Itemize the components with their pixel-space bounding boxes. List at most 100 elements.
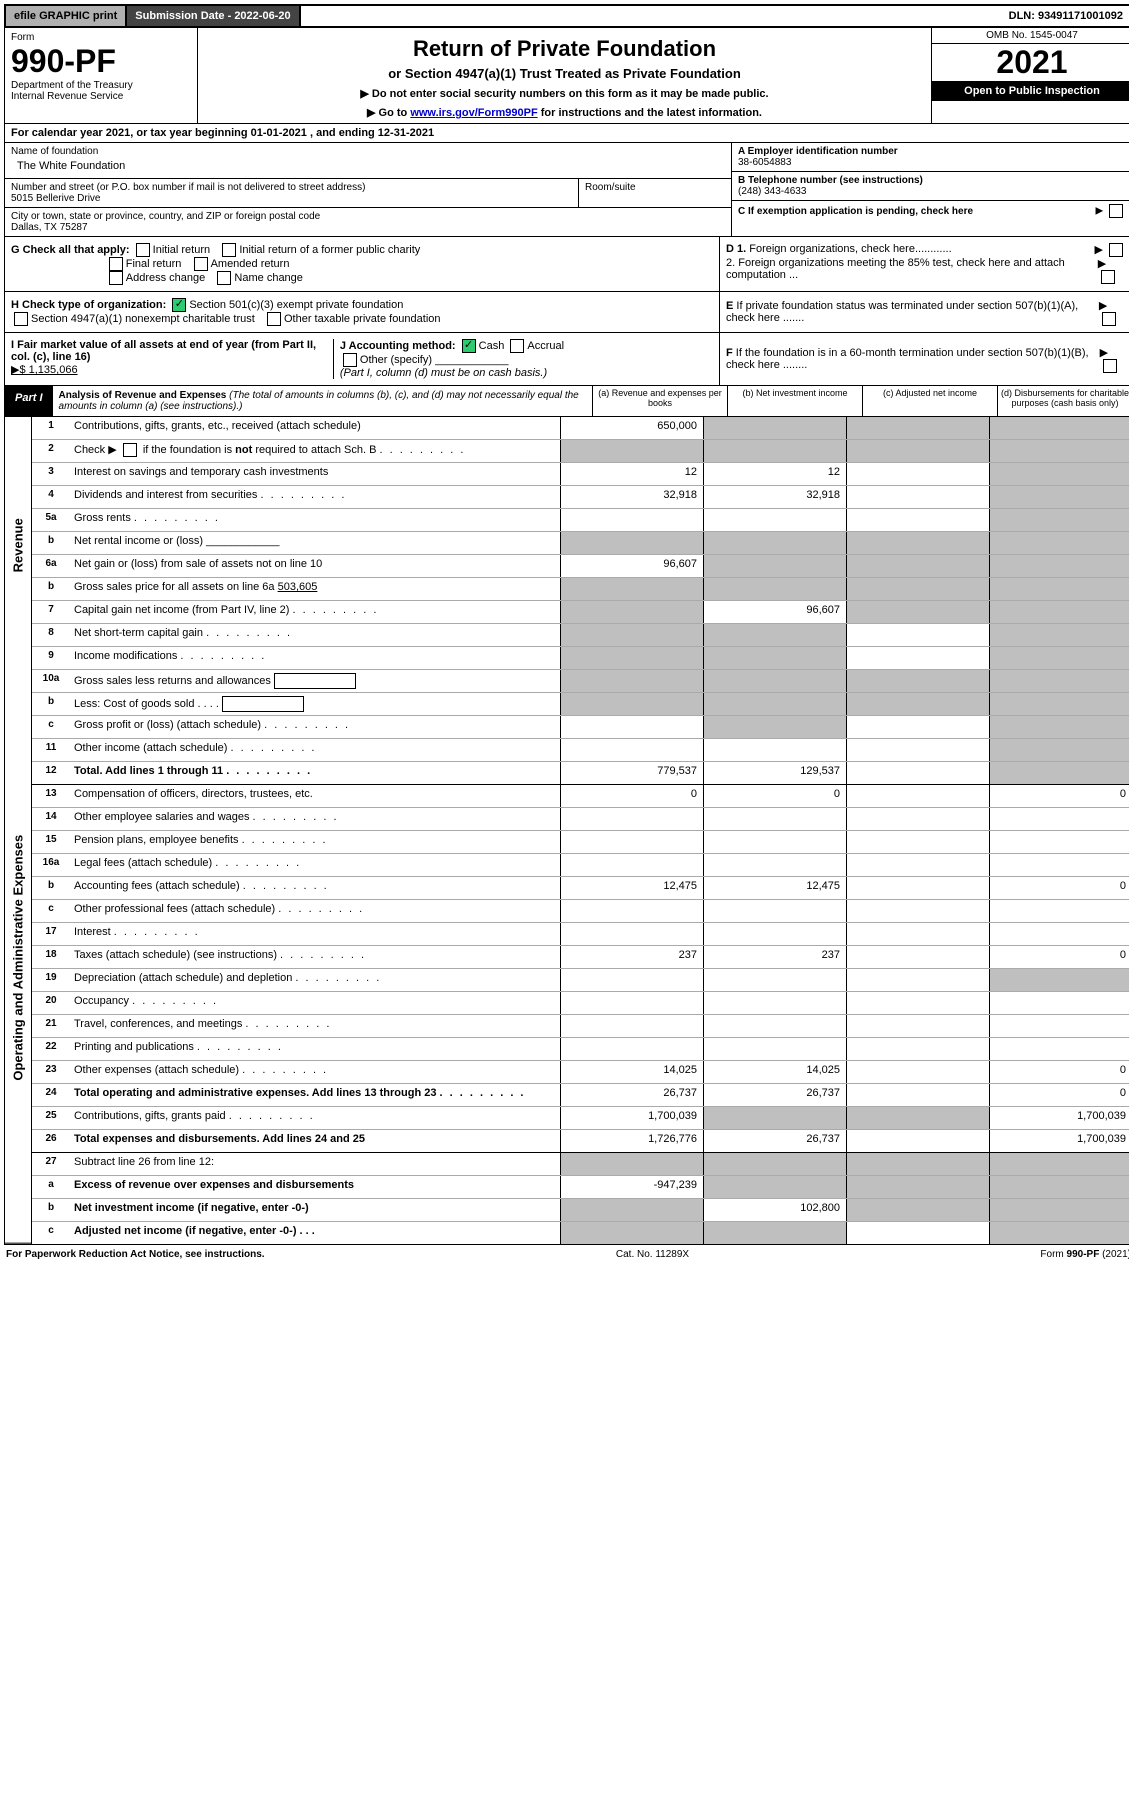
f-checkbox[interactable] xyxy=(1103,359,1117,373)
initial-return-checkbox[interactable] xyxy=(136,243,150,257)
line-3: 3Interest on savings and temporary cash … xyxy=(32,463,1129,486)
line-19: 19Depreciation (attach schedule) and dep… xyxy=(32,969,1129,992)
open-public-badge: Open to Public Inspection xyxy=(932,81,1129,101)
footer-mid: Cat. No. 11289X xyxy=(616,1249,689,1260)
e-label: If private foundation status was termina… xyxy=(726,300,1078,324)
line-5a: 5aGross rents xyxy=(32,509,1129,532)
line-4: 4Dividends and interest from securities … xyxy=(32,486,1129,509)
g3-label: Final return xyxy=(126,258,182,270)
c-label: C If exemption application is pending, c… xyxy=(738,206,973,217)
ein-value: 38-6054883 xyxy=(738,157,1126,168)
line-16b: bAccounting fees (attach schedule) 12,47… xyxy=(32,877,1129,900)
final-return-checkbox[interactable] xyxy=(109,257,123,271)
cash-checkbox[interactable] xyxy=(462,339,476,353)
part-1-label: Part I xyxy=(5,386,53,416)
form-title: Return of Private Foundation xyxy=(202,36,927,62)
line-27c: cAdjusted net income (if negative, enter… xyxy=(32,1222,1129,1244)
form-header: Form 990-PF Department of the Treasury I… xyxy=(4,28,1129,124)
h-e-row: H Check type of organization: Section 50… xyxy=(4,292,1129,333)
form-label: Form xyxy=(11,32,191,43)
j3-label: Other (specify) xyxy=(360,354,432,366)
g5-label: Address change xyxy=(126,272,206,284)
line-16c: cOther professional fees (attach schedul… xyxy=(32,900,1129,923)
line-18: 18Taxes (attach schedule) (see instructi… xyxy=(32,946,1129,969)
name-change-checkbox[interactable] xyxy=(217,271,231,285)
j2-label: Accrual xyxy=(527,340,564,352)
line-20: 20Occupancy xyxy=(32,992,1129,1015)
footer: For Paperwork Reduction Act Notice, see … xyxy=(4,1245,1129,1264)
col-a-head: (a) Revenue and expenses per books xyxy=(592,386,727,416)
line-5b: bNet rental income or (loss) ___________… xyxy=(32,532,1129,555)
line-8: 8Net short-term capital gain xyxy=(32,624,1129,647)
g2-label: Initial return of a former public charit… xyxy=(239,244,420,256)
j1-label: Cash xyxy=(479,340,505,352)
501c3-checkbox[interactable] xyxy=(172,298,186,312)
department: Department of the Treasury xyxy=(11,80,191,91)
form-subtitle: or Section 4947(a)(1) Trust Treated as P… xyxy=(202,66,927,81)
name-label: Name of foundation xyxy=(11,146,725,157)
col-b-head: (b) Net investment income xyxy=(727,386,862,416)
line-10a: 10aGross sales less returns and allowanc… xyxy=(32,670,1129,693)
d1-label: Foreign organizations, check here.......… xyxy=(749,243,951,255)
instr-2-pre: ▶ Go to xyxy=(367,107,410,119)
4947-checkbox[interactable] xyxy=(14,312,28,326)
d1-checkbox[interactable] xyxy=(1109,243,1123,257)
form-number: 990-PF xyxy=(11,43,191,80)
g-d-row: G Check all that apply: Initial return I… xyxy=(4,237,1129,292)
j-label: J Accounting method: xyxy=(340,340,456,352)
phone-label: B Telephone number (see instructions) xyxy=(738,175,1126,186)
main-table: Revenue Operating and Administrative Exp… xyxy=(4,417,1129,1245)
sch-b-checkbox[interactable] xyxy=(123,443,137,457)
foundation-info: Name of foundation The White Foundation … xyxy=(4,143,1129,237)
line-15: 15Pension plans, employee benefits xyxy=(32,831,1129,854)
g4-label: Amended return xyxy=(211,258,290,270)
line-14: 14Other employee salaries and wages xyxy=(32,808,1129,831)
instr-1: ▶ Do not enter social security numbers o… xyxy=(202,87,927,100)
line-17: 17Interest xyxy=(32,923,1129,946)
j-note: (Part I, column (d) must be on cash basi… xyxy=(340,367,547,379)
address-change-checkbox[interactable] xyxy=(109,271,123,285)
footer-right: Form 990-PF (2021) xyxy=(1040,1249,1129,1260)
irs: Internal Revenue Service xyxy=(11,91,191,102)
foundation-name: The White Foundation xyxy=(11,157,725,175)
footer-left: For Paperwork Reduction Act Notice, see … xyxy=(6,1249,265,1260)
other-taxable-checkbox[interactable] xyxy=(267,312,281,326)
i-j-f-row: I Fair market value of all assets at end… xyxy=(4,333,1129,386)
line-16a: 16aLegal fees (attach schedule) xyxy=(32,854,1129,877)
line-10c: cGross profit or (loss) (attach schedule… xyxy=(32,716,1129,739)
line-10b: bLess: Cost of goods sold . . . . xyxy=(32,693,1129,716)
amended-return-checkbox[interactable] xyxy=(194,257,208,271)
form-link[interactable]: www.irs.gov/Form990PF xyxy=(410,107,537,119)
tax-year: 2021 xyxy=(932,44,1129,81)
line-6b: bGross sales price for all assets on lin… xyxy=(32,578,1129,601)
line-27b: bNet investment income (if negative, ent… xyxy=(32,1199,1129,1222)
line-13: 13Compensation of officers, directors, t… xyxy=(32,785,1129,808)
h2-label: Section 4947(a)(1) nonexempt charitable … xyxy=(31,313,255,325)
accrual-checkbox[interactable] xyxy=(510,339,524,353)
g-label: G Check all that apply: xyxy=(11,244,130,256)
top-bar: efile GRAPHIC print Submission Date - 20… xyxy=(4,4,1129,28)
h-label: H Check type of organization: xyxy=(11,299,166,311)
line-22: 22Printing and publications xyxy=(32,1038,1129,1061)
h3-label: Other taxable private foundation xyxy=(284,313,441,325)
efile-badge[interactable]: efile GRAPHIC print xyxy=(6,6,127,26)
line-9: 9Income modifications xyxy=(32,647,1129,670)
addr-label: Number and street (or P.O. box number if… xyxy=(11,182,572,193)
expenses-side-label: Operating and Administrative Expenses xyxy=(5,673,31,1244)
part-1-header: Part I Analysis of Revenue and Expenses … xyxy=(4,386,1129,417)
initial-public-checkbox[interactable] xyxy=(222,243,236,257)
dln: DLN: 93491171001092 xyxy=(1001,6,1129,26)
e-checkbox[interactable] xyxy=(1102,312,1116,326)
instr-2-post: for instructions and the latest informat… xyxy=(541,107,762,119)
phone-value: (248) 343-4633 xyxy=(738,186,1126,197)
line-26: 26Total expenses and disbursements. Add … xyxy=(32,1130,1129,1153)
other-method-checkbox[interactable] xyxy=(343,353,357,367)
foundation-city: Dallas, TX 75287 xyxy=(11,222,725,233)
col-d-head: (d) Disbursements for charitable purpose… xyxy=(997,386,1129,416)
d2-checkbox[interactable] xyxy=(1101,270,1115,284)
c-checkbox[interactable] xyxy=(1109,204,1123,218)
submission-date: Submission Date - 2022-06-20 xyxy=(127,6,300,26)
line-27: 27Subtract line 26 from line 12: xyxy=(32,1153,1129,1176)
omb-number: OMB No. 1545-0047 xyxy=(932,28,1129,44)
revenue-side-label: Revenue xyxy=(5,417,31,673)
